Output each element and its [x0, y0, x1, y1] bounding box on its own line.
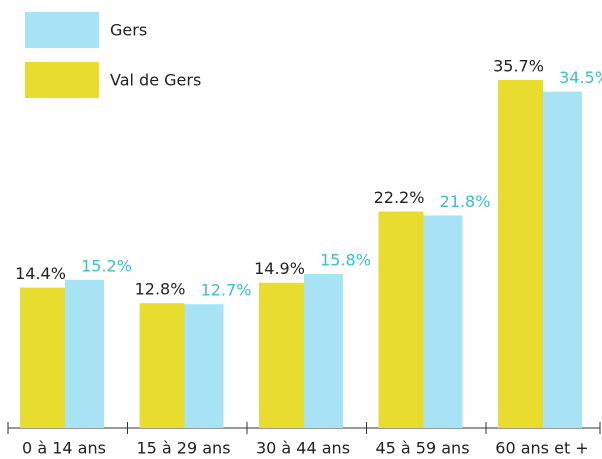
value-label: 21.8% [440, 192, 491, 211]
x-tick-label: 45 à 59 ans [375, 439, 469, 458]
value-label: 14.9% [254, 259, 305, 278]
legend-label: Val de Gers [110, 71, 201, 90]
bar [543, 91, 582, 428]
value-label: 15.2% [81, 256, 132, 275]
value-label: 34.5% [559, 68, 602, 87]
value-label: 22.2% [374, 188, 425, 207]
value-label: 12.8% [135, 280, 186, 299]
bar [139, 303, 185, 428]
bar [378, 211, 424, 428]
value-label: 12.7% [201, 281, 252, 300]
legend-swatch [25, 12, 99, 48]
x-tick-label: 30 à 44 ans [256, 439, 350, 458]
bar [423, 215, 463, 428]
x-tick-label: 15 à 29 ans [136, 439, 230, 458]
bar [498, 79, 543, 429]
value-label: 15.8% [320, 250, 371, 269]
value-label: 14.4% [15, 264, 66, 283]
x-tick-label: 0 à 14 ans [22, 439, 106, 458]
legend-label: Gers [110, 21, 147, 40]
bar [20, 287, 65, 428]
x-tick-label: 60 ans et + [495, 439, 588, 458]
bar [184, 304, 224, 428]
bar [304, 273, 343, 428]
legend-swatch [25, 62, 99, 98]
bar [65, 279, 104, 428]
bar [259, 282, 304, 428]
value-label: 35.7% [493, 56, 544, 75]
